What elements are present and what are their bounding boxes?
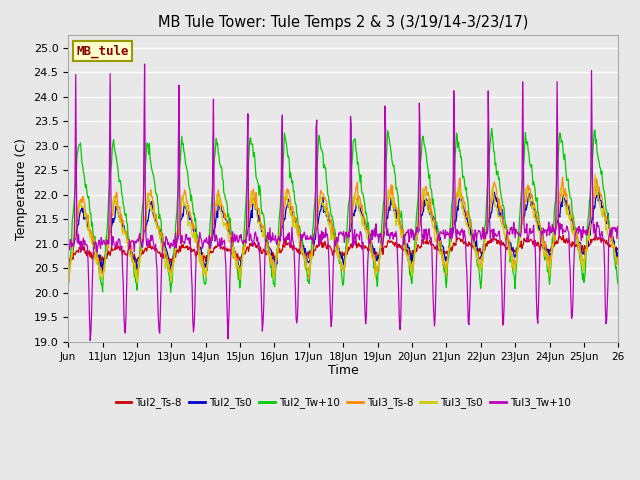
Line: Tul3_Ts0: Tul3_Ts0 <box>68 174 618 285</box>
Line: Tul2_Ts-8: Tul2_Ts-8 <box>68 234 618 262</box>
Tul3_Tw+10 <box>483 231 491 237</box>
Tul2_Ts-8 <box>539 245 547 251</box>
Tul2_Ts0 <box>385 208 392 214</box>
Tul2_Tw+10 <box>64 287 72 293</box>
Tul2_Ts-8 <box>95 259 103 265</box>
Tul2_Ts-8 <box>415 244 423 250</box>
Tul3_Ts-8 <box>539 232 547 238</box>
Tul2_Tw+10 <box>98 281 106 287</box>
Tul3_Ts0 <box>591 171 599 177</box>
Tul3_Tw+10 <box>614 227 622 233</box>
Tul3_Ts-8 <box>385 196 392 202</box>
Tul3_Tw+10 <box>141 61 148 67</box>
Tul2_Ts0 <box>64 268 72 274</box>
Tul2_Tw+10 <box>488 126 495 132</box>
Tul2_Ts-8 <box>64 255 72 261</box>
Tul3_Tw+10 <box>86 338 94 344</box>
Tul3_Ts0 <box>482 230 490 236</box>
Tul2_Ts-8 <box>399 247 406 252</box>
Tul3_Ts0 <box>614 262 622 267</box>
Tul2_Ts0 <box>594 187 602 192</box>
Tul2_Tw+10 <box>540 243 547 249</box>
Tul3_Ts-8 <box>399 226 406 232</box>
Tul3_Ts0 <box>384 195 392 201</box>
Tul2_Ts-8 <box>592 231 600 237</box>
Tul2_Ts0 <box>483 229 490 235</box>
Tul2_Tw+10 <box>385 132 392 138</box>
Tul2_Ts0 <box>98 259 106 265</box>
Tul2_Ts-8 <box>99 254 106 260</box>
Tul2_Tw+10 <box>167 289 175 295</box>
Tul3_Ts-8 <box>99 271 106 277</box>
Tul2_Tw+10 <box>614 282 622 288</box>
Tul3_Ts-8 <box>64 274 72 280</box>
Line: Tul2_Tw+10: Tul2_Tw+10 <box>68 129 618 292</box>
Tul3_Ts-8 <box>559 174 566 180</box>
Tul3_Tw+10 <box>99 242 106 248</box>
Text: MB_tule: MB_tule <box>76 45 129 58</box>
Tul3_Ts0 <box>64 282 72 288</box>
X-axis label: Time: Time <box>328 364 358 377</box>
Tul3_Ts0 <box>398 230 406 236</box>
Line: Tul3_Tw+10: Tul3_Tw+10 <box>68 64 618 341</box>
Tul3_Ts0 <box>415 213 422 219</box>
Tul2_Tw+10 <box>415 175 423 181</box>
Tul2_Ts0 <box>614 252 622 258</box>
Tul3_Tw+10 <box>540 225 547 231</box>
Title: MB Tule Tower: Tule Temps 2 & 3 (3/19/14-3/23/17): MB Tule Tower: Tule Temps 2 & 3 (3/19/14… <box>158 15 529 30</box>
Tul3_Tw+10 <box>385 231 393 237</box>
Tul2_Ts0 <box>399 233 406 239</box>
Tul3_Tw+10 <box>399 232 407 238</box>
Tul3_Ts-8 <box>415 225 423 230</box>
Tul2_Ts-8 <box>483 241 490 247</box>
Tul3_Ts0 <box>538 236 546 241</box>
Y-axis label: Temperature (C): Temperature (C) <box>15 138 28 240</box>
Tul2_Tw+10 <box>483 209 490 215</box>
Tul3_Ts-8 <box>65 278 73 284</box>
Tul2_Ts-8 <box>385 238 392 243</box>
Tul2_Tw+10 <box>399 229 406 235</box>
Tul2_Ts0 <box>99 268 106 274</box>
Tul3_Ts-8 <box>614 262 622 267</box>
Line: Tul2_Ts0: Tul2_Ts0 <box>68 190 618 271</box>
Tul2_Ts0 <box>539 229 547 235</box>
Line: Tul3_Ts-8: Tul3_Ts-8 <box>68 177 618 281</box>
Tul3_Tw+10 <box>64 240 72 245</box>
Tul2_Ts0 <box>415 226 423 231</box>
Tul3_Ts-8 <box>483 230 490 236</box>
Tul2_Ts-8 <box>614 245 622 251</box>
Legend: Tul2_Ts-8, Tul2_Ts0, Tul2_Tw+10, Tul3_Ts-8, Tul3_Ts0, Tul3_Tw+10: Tul2_Ts-8, Tul2_Ts0, Tul2_Tw+10, Tul3_Ts… <box>111 393 575 412</box>
Tul3_Ts0 <box>98 275 106 280</box>
Tul3_Tw+10 <box>416 128 424 133</box>
